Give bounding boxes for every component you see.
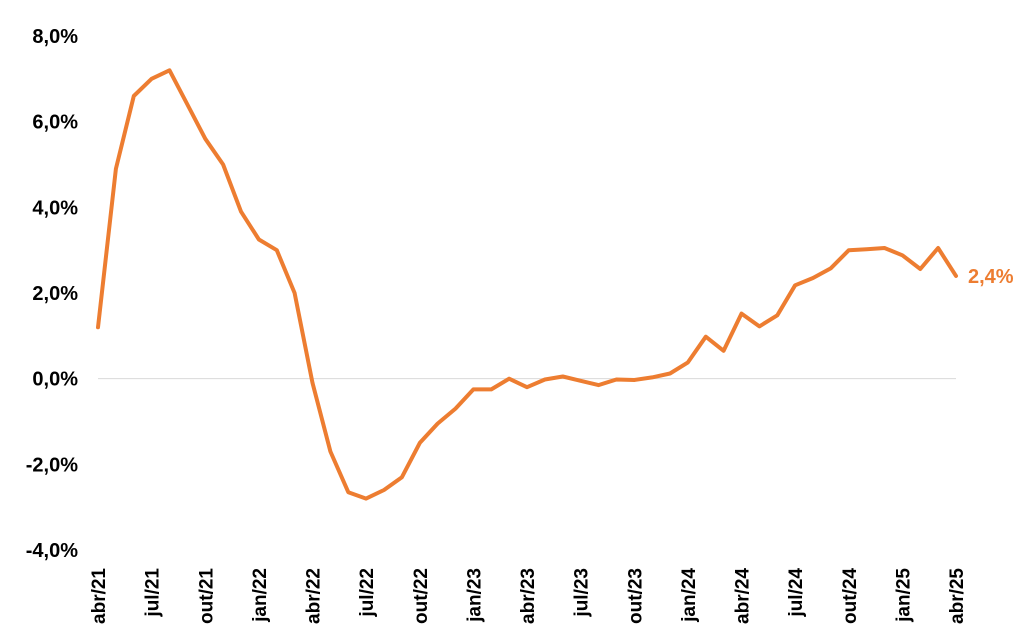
x-tick-label: jan/23 — [464, 568, 485, 623]
x-tick-label: abr/24 — [733, 568, 754, 624]
y-tick-label: -2,0% — [26, 454, 78, 476]
y-tick-label: -4,0% — [26, 540, 78, 562]
x-tick-label: abr/25 — [947, 568, 968, 624]
x-tick-label: out/24 — [840, 568, 861, 624]
x-tick-label: out/23 — [625, 568, 646, 624]
x-axis-labels: abr/21 jul/21 out/21 jan/22 abr/22 jul/22 out/… — [89, 568, 968, 624]
x-tick-label: out/22 — [411, 568, 432, 624]
y-tick-label: 2,0% — [32, 283, 78, 305]
x-tick-label: jul/22 — [357, 568, 378, 618]
x-tick-label: jan/24 — [679, 568, 700, 623]
x-tick-label: jul/23 — [572, 568, 593, 618]
end-value-label: 2,4% — [968, 266, 1014, 288]
x-tick-label: abr/22 — [304, 568, 325, 624]
y-tick-label: 6,0% — [32, 112, 78, 134]
y-tick-label: 8,0% — [32, 26, 78, 48]
x-tick-label: jul/21 — [143, 568, 164, 618]
x-tick-label: abr/23 — [518, 568, 539, 624]
x-tick-label: out/21 — [196, 568, 217, 624]
series-line — [96, 68, 958, 501]
x-tick-label: jul/24 — [786, 568, 807, 618]
x-tick-label: jan/25 — [893, 568, 914, 623]
x-tick-label: jan/22 — [250, 568, 271, 623]
y-tick-label: 0,0% — [32, 369, 78, 391]
y-tick-label: 4,0% — [32, 197, 78, 219]
y-axis-labels: 8,0% 6,0% 4,0% 2,0% 0,0% -2,0% -4,0% — [26, 26, 78, 562]
x-tick-label: abr/21 — [89, 568, 110, 624]
